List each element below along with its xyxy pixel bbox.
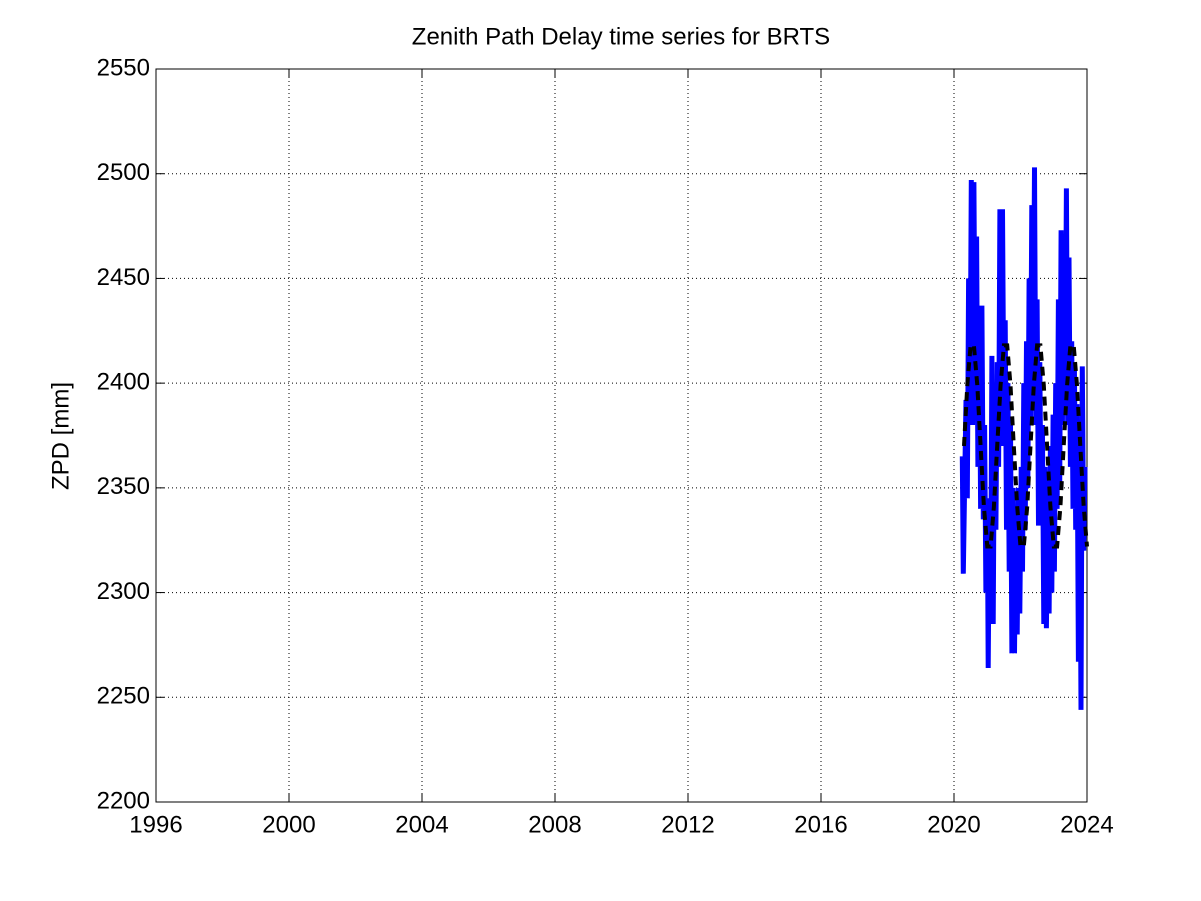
plot-area bbox=[156, 69, 1087, 802]
x-tick-label: 2000 bbox=[262, 811, 315, 838]
fit-line bbox=[962, 343, 1089, 549]
x-tick-label: 2024 bbox=[1060, 811, 1113, 838]
chart-title: Zenith Path Delay time series for BRTS bbox=[412, 23, 830, 50]
y-tick-label: 2550 bbox=[97, 54, 150, 81]
data-line bbox=[959, 167, 1088, 710]
x-tick-label: 2020 bbox=[927, 811, 980, 838]
y-tick-label: 2250 bbox=[97, 683, 150, 710]
y-tick-label: 2300 bbox=[97, 578, 150, 605]
axes-box bbox=[155, 68, 1088, 803]
y-tick-label: 2500 bbox=[97, 159, 150, 186]
x-tick-label: 1996 bbox=[129, 811, 182, 838]
y-tick-label: 2350 bbox=[97, 473, 150, 500]
x-tick-label: 2008 bbox=[528, 811, 581, 838]
y-axis-label: ZPD [mm] bbox=[47, 382, 74, 490]
y-tick-label: 2200 bbox=[97, 787, 150, 814]
x-tick-label: 2012 bbox=[661, 811, 714, 838]
y-tick-label: 2450 bbox=[97, 264, 150, 291]
y-tick-label: 2400 bbox=[97, 368, 150, 395]
x-tick-label: 2004 bbox=[395, 811, 448, 838]
x-tick-label: 2016 bbox=[794, 811, 847, 838]
